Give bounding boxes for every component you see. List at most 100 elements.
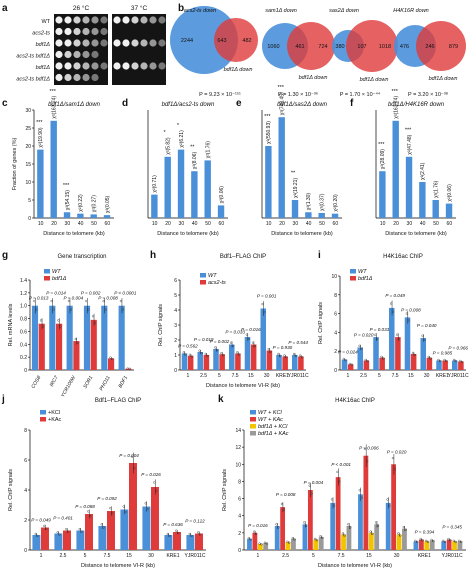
data-point [389, 302, 393, 305]
chi-square-label: χ²(19.90) [38, 127, 44, 147]
x-tick-label: YJR011C [448, 373, 469, 379]
data-point [386, 498, 389, 501]
bar [442, 360, 448, 370]
y-tick-label: 2 [238, 531, 241, 537]
x-axis-label: Distance to telomere VI-R (kb) [206, 383, 280, 389]
y-tick-label: 3 [174, 323, 177, 329]
p-value-label: P = 0.024 [338, 350, 358, 355]
significance-stars: * [177, 123, 180, 129]
data-point [358, 344, 361, 347]
x-tick-label: 40 [78, 221, 84, 227]
significance-stars: *** [36, 120, 43, 126]
panel-letter: k [218, 394, 224, 405]
chi-square-label: χ²(163.74) [394, 96, 400, 119]
data-point [126, 367, 129, 370]
data-point [74, 337, 77, 341]
colony-spot [64, 16, 72, 24]
bar [213, 349, 219, 370]
p-value-label: P = 0.033 [370, 327, 390, 332]
legend-swatch [250, 424, 256, 429]
legend-swatch [44, 276, 50, 281]
bar [177, 149, 185, 218]
data-point [432, 540, 435, 543]
p-value-label: P = 0.122 [185, 519, 205, 524]
y-axis-label: Rel. ChIP signals [222, 469, 228, 511]
data-point [404, 528, 407, 531]
x-tick-label: 20 [393, 221, 399, 227]
data-point [35, 308, 38, 311]
y-axis-label: Rel. ChIP signals [318, 302, 324, 344]
legend-swatch [250, 431, 256, 436]
bar [83, 305, 91, 370]
data-point [374, 333, 377, 336]
colony-spot [140, 16, 148, 24]
y-tick-label: 0 [24, 548, 27, 554]
venn-right-label: bdf1Δ down [360, 77, 389, 83]
p-value-label: P = 0.985 [433, 351, 453, 356]
bar [108, 358, 115, 370]
bar [452, 541, 457, 550]
p-value-label: P = 0.016 [241, 327, 261, 332]
x-tick-label: 7.5 [392, 373, 399, 379]
chi-square-label: χ²(163.74) [52, 96, 58, 119]
chart-title: bdf1Δ/acs2-ts down [162, 102, 215, 108]
bar [307, 490, 313, 550]
data-point [102, 299, 105, 303]
data-point [102, 526, 105, 529]
venn-count: 879 [449, 44, 458, 50]
y-tick-label: 1.2 [20, 291, 27, 297]
y-tick-label: 4 [334, 330, 337, 336]
x-tick-label: 30 [65, 221, 71, 227]
colony-spot [149, 39, 157, 47]
data-point [460, 540, 463, 544]
colony-spot [149, 62, 157, 70]
venn-count: 107 [357, 44, 366, 50]
bar [228, 344, 235, 370]
temperature-label: 37 °C [131, 4, 148, 12]
y-tick-label: 25 [25, 126, 31, 132]
data-point [427, 355, 430, 359]
x-tick-label: 40 [420, 221, 426, 227]
data-point [144, 502, 147, 505]
x-tick-label: 1 [346, 373, 349, 379]
bar [197, 352, 204, 370]
y-tick-label: 5 [28, 198, 31, 204]
bar [330, 502, 336, 550]
y-tick-label: 4 [238, 514, 241, 520]
data-point [391, 457, 395, 460]
y-tick-label: 6 [24, 458, 27, 464]
data-point [45, 527, 48, 530]
x-axis-label: Distance to telomere VI-R (kb) [318, 563, 392, 569]
data-point [231, 344, 235, 348]
data-point [279, 354, 282, 357]
data-point [182, 351, 185, 354]
y-tick-label: 2 [334, 349, 337, 355]
colony-spot [91, 39, 99, 47]
colony-spot [91, 16, 99, 24]
bar [363, 455, 369, 550]
panel-letter: c [2, 98, 8, 109]
data-point [366, 360, 369, 363]
data-point [419, 537, 422, 541]
chi-square-label: χ²(8.06) [192, 152, 198, 170]
panel-letter: a [2, 3, 8, 14]
bar [396, 534, 402, 550]
significance-stars: *** [63, 183, 70, 189]
colony-spot [82, 27, 90, 36]
bar [341, 359, 348, 370]
data-point [168, 534, 171, 537]
chart-title: Gene transcription [57, 254, 106, 260]
y-tick-label: 8 [334, 293, 337, 299]
data-point [358, 489, 361, 492]
data-point [229, 341, 233, 344]
chi-square-label: χ²(1.76) [434, 180, 440, 198]
venn-count: 2244 [181, 38, 193, 44]
chi-square-label: χ²(748.45) [280, 92, 286, 115]
x-axis-label: Distance to telomere VI-R (kb) [81, 563, 155, 569]
x-tick-label: 30 [407, 221, 413, 227]
data-point [155, 489, 158, 492]
bar [331, 213, 339, 218]
data-point [222, 354, 225, 357]
data-point [39, 319, 43, 322]
